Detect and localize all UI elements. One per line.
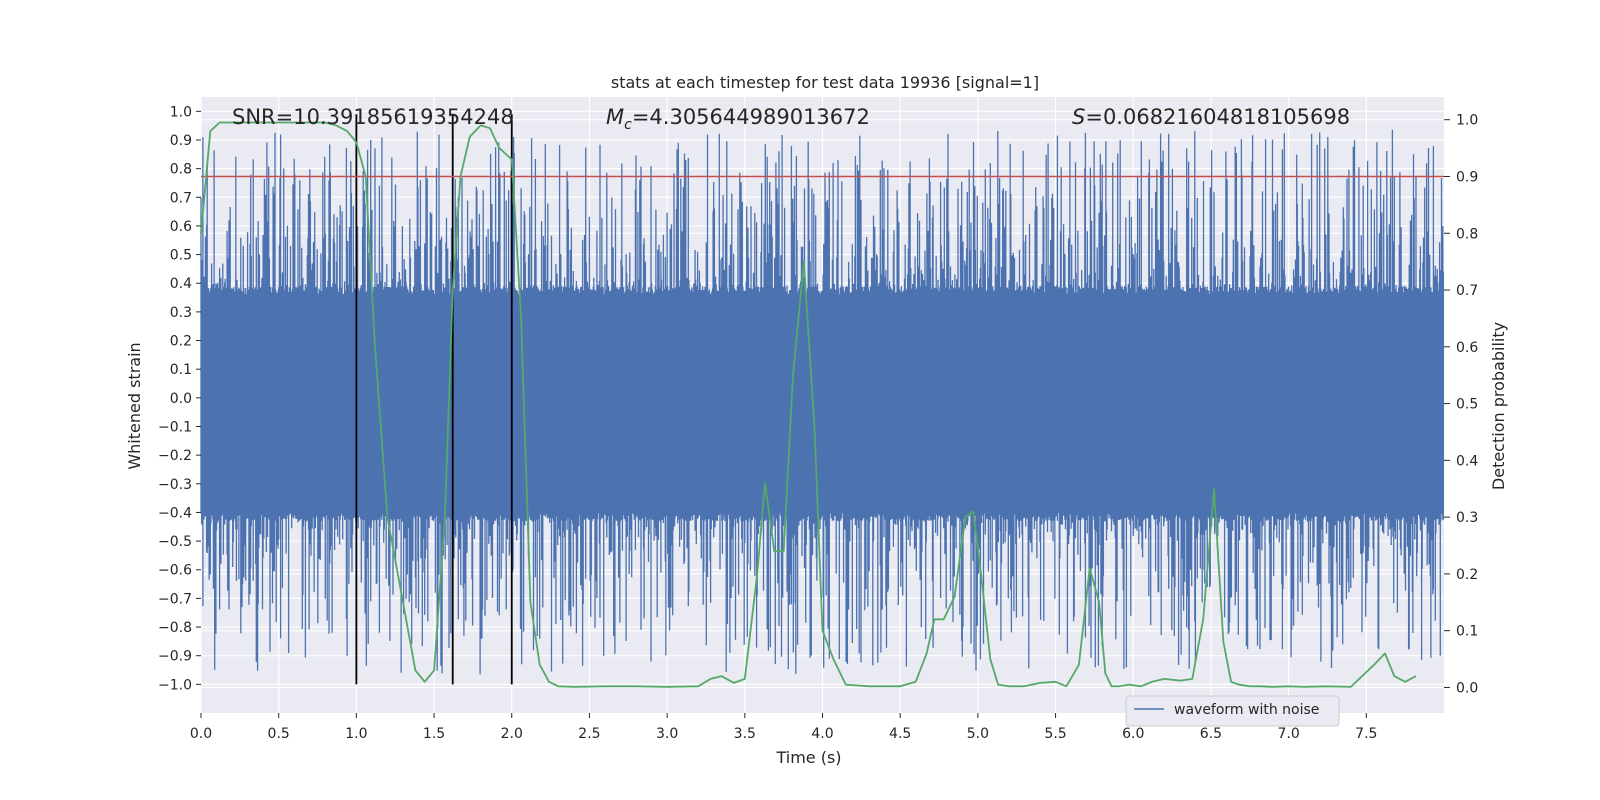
y-left-tick-label: 0.0 [170,391,192,407]
x-tick-label: 1.0 [345,726,367,742]
waveform-series [200,129,1445,675]
y-right-tick-label: 0.3 [1456,510,1478,526]
y-left-tick-label: 0.1 [170,362,192,378]
y-left-tick-label: 0.5 [170,248,192,264]
x-tick-label: 1.5 [423,726,445,742]
y-left-tick-label: 0.4 [170,276,192,292]
y-left-tick-label: −0.4 [158,505,192,521]
y-right-tick-label: 0.8 [1456,226,1478,242]
y-left-tick-label: 0.6 [170,219,192,235]
chirp-mass-subscript: c [624,117,632,133]
chirp-mass-annotation: Mc=4.305644989013672 [606,105,870,133]
y-right-tick-label: 0.5 [1456,397,1478,413]
waveform-line [200,129,1445,675]
legend: waveform with noise [1125,695,1340,727]
y-left-tick-label: −0.1 [158,419,192,435]
y-right-tick-label: 1.0 [1456,113,1478,129]
x-tick-label: 6.5 [1200,726,1222,742]
y-left-tick-label: −0.8 [158,620,192,636]
y-left-tick-label: −1.0 [158,677,192,693]
y-right-tick-label: 0.6 [1456,340,1478,356]
y-left-tick-label: −0.9 [158,649,192,665]
y-left-tick-label: −0.5 [158,534,192,550]
y-left-tick-label: 0.7 [170,190,192,206]
y-left-axis-label: Whitened strain [125,342,144,469]
y-right-tick-label: 0.0 [1456,680,1478,696]
x-tick-label: 5.0 [967,726,989,742]
y-left-tick-label: 0.3 [170,305,192,321]
vertical-markers [355,114,513,685]
snr-annotation: SNR=10.39185619354248 [232,105,514,129]
y-right-tick-label: 0.4 [1456,453,1478,469]
y-right-tick-label: 0.2 [1456,567,1478,583]
x-tick-label: 7.0 [1277,726,1299,742]
y-right-axis-label: Detection probability [1489,322,1508,490]
legend-box [1125,695,1340,727]
y-left-tick-label: −0.3 [158,477,192,493]
y-left-tick-label: −0.2 [158,448,192,464]
y-left-tick-label: −0.6 [158,563,192,579]
y-left-tick-label: 0.9 [170,133,192,149]
y-right-tick-label: 0.1 [1456,624,1478,640]
probability-line [200,121,1417,688]
x-tick-label: 0.0 [190,726,212,742]
x-tick-label: 6.0 [1122,726,1144,742]
x-tick-label: 5.5 [1044,726,1066,742]
y-left-tick-label: 0.8 [170,162,192,178]
y-left-tick-label: −0.7 [158,591,192,607]
x-axis-label: Time (s) [775,748,841,767]
legend-label: waveform with noise [1174,702,1319,718]
chart-title: stats at each timestep for test data 199… [611,73,1039,92]
x-tick-label: 3.0 [656,726,678,742]
x-tick-label: 2.0 [501,726,523,742]
x-tick-label: 7.5 [1355,726,1377,742]
y-left-axis-ticks: 1.0 0.9 0.8 0.7 0.6 0.5 0.4 0.3 0.2 0.1 0.0 −0.1 −0.… [158,104,201,693]
x-tick-label: 0.5 [268,726,290,742]
y-right-tick-label: 0.9 [1456,169,1478,185]
s-symbol: S [1072,105,1085,129]
probability-series-group [200,121,1417,688]
chirp-mass-value: =4.305644989013672 [632,105,870,129]
s-value: =0.06821604818105698 [1085,105,1350,129]
x-axis-ticks: 0.0 0.5 1.0 1.5 2.0 2.5 3.0 3.5 4.0 4.5 5.0 5.5 6.0 6… [190,713,1377,742]
y-right-axis-ticks: 1.0 0.9 0.8 0.7 0.6 0.5 0.4 0.3 0.2 0.1 0.0 [1444,113,1478,696]
x-tick-label: 2.5 [578,726,600,742]
y-right-tick-label: 0.7 [1456,283,1478,299]
s-annotation: S=0.06821604818105698 [1072,105,1350,129]
y-left-tick-label: 1.0 [170,104,192,120]
x-tick-label: 4.5 [889,726,911,742]
x-tick-label: 4.0 [811,726,833,742]
y-left-tick-label: 0.2 [170,334,192,350]
chirp-mass-symbol: M [606,105,624,129]
x-tick-label: 3.5 [734,726,756,742]
